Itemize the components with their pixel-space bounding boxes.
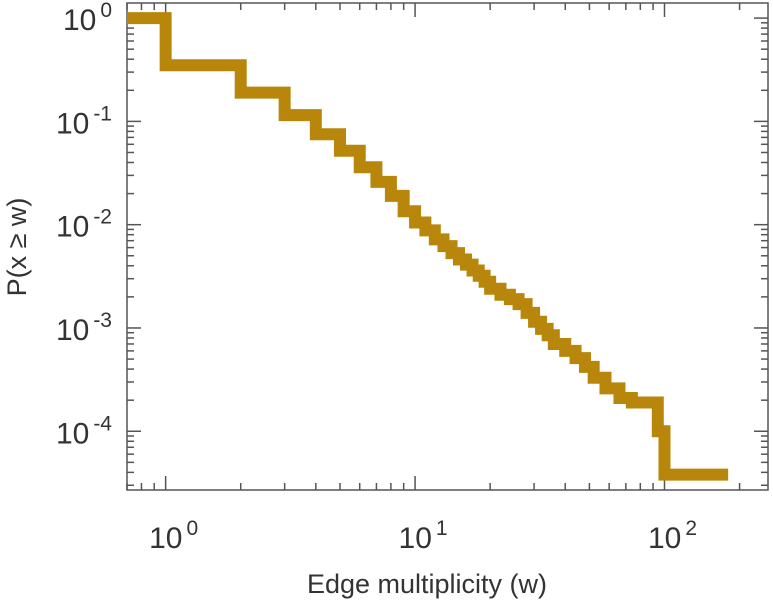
data-point <box>642 402 643 403</box>
y-tick-label: 10 -4 <box>56 412 112 450</box>
data-point <box>534 312 535 313</box>
x-tick-label: 10 1 <box>399 517 448 555</box>
data-point <box>465 259 466 260</box>
data-point <box>339 134 340 135</box>
data-point <box>451 246 452 247</box>
data-point <box>547 328 548 329</box>
data-point <box>518 299 519 300</box>
data-point <box>593 366 594 367</box>
data-point <box>575 350 576 351</box>
data-point <box>484 275 485 276</box>
data-point <box>541 321 542 322</box>
data-point <box>403 195 404 196</box>
data-point <box>664 431 665 432</box>
series-line <box>127 12 729 481</box>
data-point <box>390 181 391 182</box>
y-tick-label: 10 0 <box>63 0 112 37</box>
data-point <box>165 18 166 19</box>
x-tick-label: 10 2 <box>648 517 697 555</box>
data-point <box>458 253 459 254</box>
data-point <box>584 358 585 359</box>
data-point <box>657 402 658 403</box>
x-tick-label: 10 0 <box>149 517 198 555</box>
data-point <box>478 270 479 271</box>
data-point <box>376 167 377 168</box>
data-point <box>526 304 527 305</box>
data-point <box>443 239 444 240</box>
data-point <box>565 343 566 344</box>
data-point <box>553 335 554 336</box>
x-axis-label: Edge multiplicity (w) <box>307 569 547 599</box>
y-tick-label: 10 -2 <box>56 206 112 244</box>
data-point <box>490 281 491 282</box>
data-point <box>509 294 510 295</box>
tick-labels: 10 0 10 1 10 2 10 0 10 -1 10 -2 10 -3 10 -4 <box>56 0 697 555</box>
y-axis-label: P(x ≥ w) <box>2 198 32 297</box>
axis-ticks <box>126 3 768 490</box>
data-point <box>472 264 473 265</box>
data-point <box>631 397 632 398</box>
y-tick-label: 10 -1 <box>56 102 112 140</box>
data-point <box>284 92 285 93</box>
data-point <box>359 150 360 151</box>
data-point <box>425 222 426 223</box>
y-tick-label: 10 -3 <box>56 309 112 347</box>
data-point <box>728 474 729 475</box>
data-point <box>415 211 416 212</box>
data-point <box>240 65 241 66</box>
data-point <box>315 115 316 116</box>
data-point <box>619 388 620 389</box>
data-point <box>500 288 501 289</box>
data-point <box>434 230 435 231</box>
data-point <box>605 377 606 378</box>
series-layer <box>127 12 729 481</box>
data-point <box>674 474 675 475</box>
